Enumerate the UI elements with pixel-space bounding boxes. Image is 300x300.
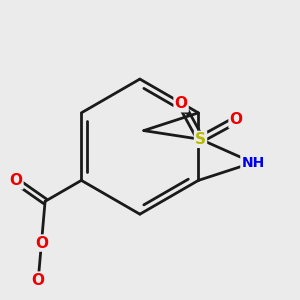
Text: O: O	[230, 112, 243, 128]
Text: O: O	[35, 236, 48, 250]
Text: NH: NH	[242, 156, 265, 170]
Text: O: O	[175, 96, 188, 111]
Text: S: S	[195, 132, 206, 147]
Text: O: O	[9, 173, 22, 188]
Text: O: O	[32, 273, 45, 288]
